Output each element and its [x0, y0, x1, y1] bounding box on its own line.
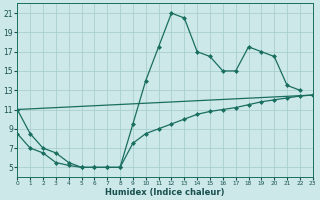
X-axis label: Humidex (Indice chaleur): Humidex (Indice chaleur) [105, 188, 225, 197]
